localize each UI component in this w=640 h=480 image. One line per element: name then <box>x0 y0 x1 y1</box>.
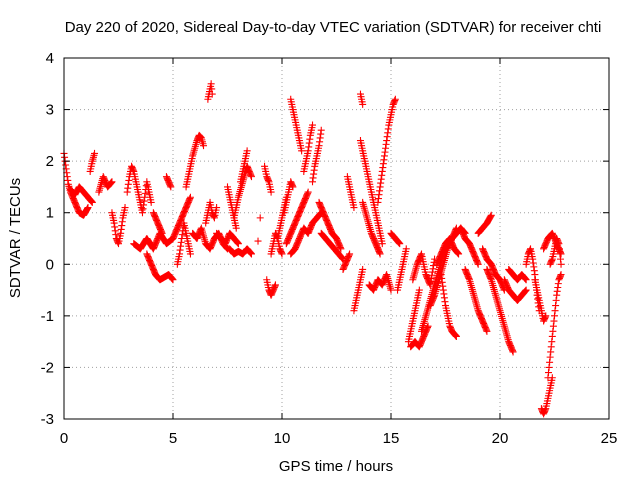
x-tick-label: 5 <box>169 430 177 447</box>
y-tick-label: 4 <box>46 50 54 67</box>
data-point <box>208 90 216 98</box>
data-point <box>455 250 463 258</box>
data-point <box>234 240 242 248</box>
data-point <box>169 276 177 284</box>
data-point <box>88 198 96 206</box>
data-point <box>359 265 367 273</box>
data-point <box>452 332 460 340</box>
data-point <box>378 240 386 248</box>
data-point <box>256 214 264 222</box>
y-tick-label: -2 <box>41 359 54 376</box>
plot-frame <box>63 57 610 420</box>
data-point <box>91 149 99 157</box>
data-point <box>121 204 129 212</box>
data-point <box>158 229 166 237</box>
x-tick-label: 25 <box>601 430 618 447</box>
data-point <box>267 188 275 196</box>
data-point <box>509 348 517 356</box>
y-tick-label: 1 <box>46 205 54 222</box>
y-tick-label: 2 <box>46 153 54 170</box>
data-point <box>474 260 482 268</box>
data-point <box>396 240 404 248</box>
data-point <box>200 142 208 150</box>
data-point <box>542 312 550 320</box>
data-point <box>557 260 565 268</box>
x-tick-label: 0 <box>60 430 68 447</box>
x-tick-label: 20 <box>492 430 509 447</box>
data-point <box>350 204 358 212</box>
data-point <box>391 95 399 103</box>
data-point <box>317 126 325 134</box>
data-point <box>84 204 92 212</box>
x-tick-label: 15 <box>383 430 400 447</box>
data-point <box>298 147 306 155</box>
data-point <box>213 204 221 212</box>
data-point <box>309 121 317 129</box>
data-point <box>247 250 255 258</box>
x-axis-label: GPS time / hours <box>279 458 393 475</box>
data-points <box>60 80 565 418</box>
data-point <box>247 173 255 181</box>
axis-ticks <box>63 57 610 420</box>
data-point <box>232 224 240 232</box>
data-point <box>376 250 384 258</box>
data-point <box>271 281 279 289</box>
data-point <box>415 286 423 294</box>
data-point <box>487 211 495 219</box>
y-tick-label: -3 <box>41 411 54 428</box>
y-tick-label: -1 <box>41 308 54 325</box>
y-axis-label: SDTVAR / TECUs <box>7 178 24 298</box>
data-point <box>359 100 367 108</box>
data-point <box>304 188 312 196</box>
data-point <box>522 286 530 294</box>
data-point <box>108 178 116 186</box>
y-tick-label: 3 <box>46 102 54 119</box>
tick-labels: 0 5 10 15 20 25 -3 -2 -1 0 1 2 3 4 <box>41 50 618 447</box>
data-point <box>289 183 297 191</box>
data-point <box>243 147 251 155</box>
y-tick-label: 0 <box>46 256 54 273</box>
data-point <box>186 250 194 258</box>
data-point <box>424 322 432 330</box>
data-point <box>402 245 410 253</box>
data-point <box>557 271 565 279</box>
data-point <box>337 245 345 253</box>
chart-title: Day 220 of 2020, Sidereal Day-to-day VTE… <box>65 19 602 36</box>
data-point <box>147 198 155 206</box>
data-point <box>522 276 530 284</box>
data-point <box>346 250 354 258</box>
x-tick-label: 10 <box>274 430 291 447</box>
data-point <box>483 327 491 335</box>
data-point <box>278 250 286 258</box>
data-point <box>254 237 262 245</box>
data-point <box>387 286 395 294</box>
data-point <box>186 193 194 201</box>
data-point <box>167 183 175 191</box>
